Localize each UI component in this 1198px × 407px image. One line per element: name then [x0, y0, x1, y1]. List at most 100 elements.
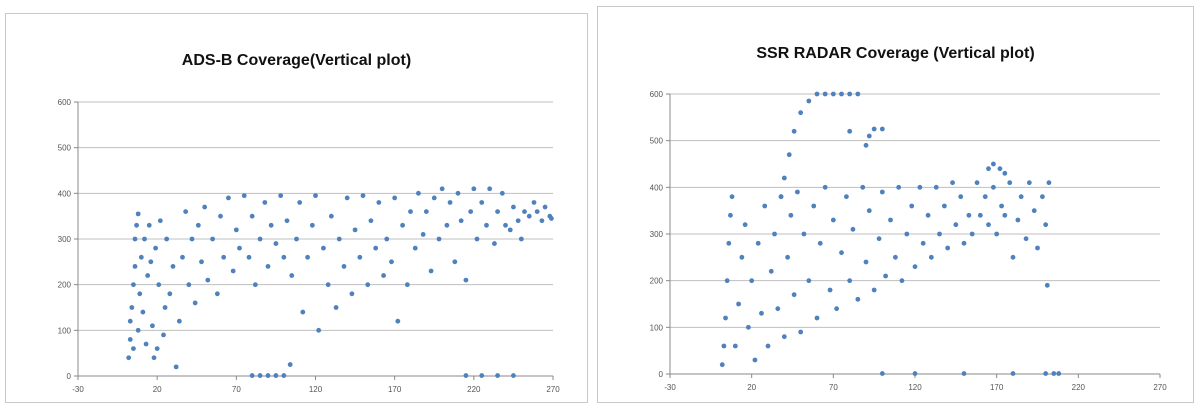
- data-point: [844, 194, 849, 200]
- data-point: [252, 282, 258, 288]
- data-point: [772, 231, 777, 237]
- data-point: [953, 222, 959, 228]
- data-point: [958, 194, 964, 200]
- data-point: [246, 254, 252, 260]
- chart-title: ADS-B Coverage(Vertical plot): [181, 52, 412, 69]
- data-point: [137, 291, 143, 297]
- data-point: [132, 264, 138, 269]
- data-point: [999, 203, 1004, 209]
- data-point: [395, 318, 401, 324]
- data-point: [281, 254, 287, 260]
- data-point: [484, 222, 489, 228]
- data-point: [942, 203, 947, 209]
- data-point: [447, 200, 453, 205]
- data-point: [344, 195, 350, 201]
- data-point: [289, 273, 295, 278]
- data-point: [161, 332, 166, 338]
- data-point: [991, 161, 996, 167]
- data-point: [189, 236, 195, 242]
- data-point: [132, 236, 138, 242]
- data-point: [389, 259, 394, 265]
- data-point: [1040, 194, 1045, 200]
- data-point: [325, 282, 331, 288]
- data-point: [814, 91, 820, 97]
- data-point: [463, 373, 469, 378]
- data-point: [412, 245, 418, 251]
- data-point: [966, 212, 972, 218]
- data-point: [539, 218, 545, 224]
- data-point: [888, 217, 893, 223]
- data-point: [1007, 180, 1013, 186]
- data-point: [316, 327, 322, 333]
- data-point: [1056, 371, 1062, 376]
- data-point: [392, 195, 398, 201]
- data-point: [759, 310, 764, 316]
- y-tick-label: 500: [58, 144, 72, 153]
- data-point: [986, 166, 991, 172]
- data-point: [817, 240, 823, 246]
- data-point: [145, 273, 151, 278]
- data-point: [839, 91, 844, 97]
- data-point: [135, 327, 141, 333]
- data-point: [768, 268, 774, 274]
- data-point: [746, 324, 751, 330]
- data-point: [265, 373, 271, 378]
- chart-title: SSR RADAR Coverage (Vertical plot): [756, 45, 1035, 62]
- x-tick-label: 120: [309, 385, 323, 394]
- data-point: [444, 222, 450, 228]
- y-tick-label: 600: [650, 90, 664, 99]
- data-point: [961, 240, 967, 246]
- data-point: [728, 212, 733, 218]
- data-point: [834, 306, 839, 312]
- x-tick-label: 220: [1072, 383, 1086, 392]
- data-point: [866, 133, 872, 139]
- data-point: [920, 240, 926, 246]
- data-point: [273, 241, 279, 246]
- data-point: [142, 236, 147, 242]
- data-point: [830, 217, 836, 223]
- data-point: [503, 222, 508, 228]
- data-point: [471, 186, 477, 192]
- data-point: [830, 91, 836, 97]
- data-point: [723, 315, 728, 321]
- data-point: [822, 184, 828, 190]
- data-point: [368, 218, 374, 224]
- data-point: [436, 236, 442, 242]
- data-point: [904, 231, 910, 237]
- data-point: [534, 209, 540, 215]
- data-point: [1044, 282, 1050, 288]
- y-tick-label: 100: [58, 326, 72, 335]
- data-point: [778, 194, 784, 200]
- data-point: [420, 232, 426, 237]
- data-point: [762, 203, 768, 209]
- y-tick-label: 600: [58, 98, 72, 107]
- data-point: [732, 343, 738, 349]
- data-point: [749, 278, 755, 284]
- data-point: [806, 278, 812, 284]
- data-point: [268, 222, 274, 228]
- data-point: [309, 222, 315, 228]
- data-point: [755, 240, 761, 246]
- data-point: [192, 300, 198, 306]
- data-point: [1002, 170, 1008, 176]
- data-point: [127, 337, 133, 342]
- data-point: [376, 200, 382, 205]
- y-tick-label: 0: [67, 372, 72, 381]
- data-point: [974, 180, 980, 186]
- data-point: [455, 190, 461, 196]
- data-point: [991, 184, 996, 190]
- data-point: [855, 91, 861, 97]
- data-point: [531, 200, 537, 205]
- data-point: [507, 227, 513, 233]
- data-point: [164, 236, 170, 242]
- data-point: [798, 110, 804, 116]
- data-point: [249, 373, 255, 378]
- data-point: [522, 209, 527, 215]
- data-point: [300, 309, 306, 315]
- data-point: [360, 193, 366, 199]
- data-point: [961, 371, 967, 376]
- data-point: [1010, 254, 1016, 260]
- data-point: [883, 273, 888, 279]
- data-point: [284, 218, 290, 224]
- data-point: [186, 282, 192, 288]
